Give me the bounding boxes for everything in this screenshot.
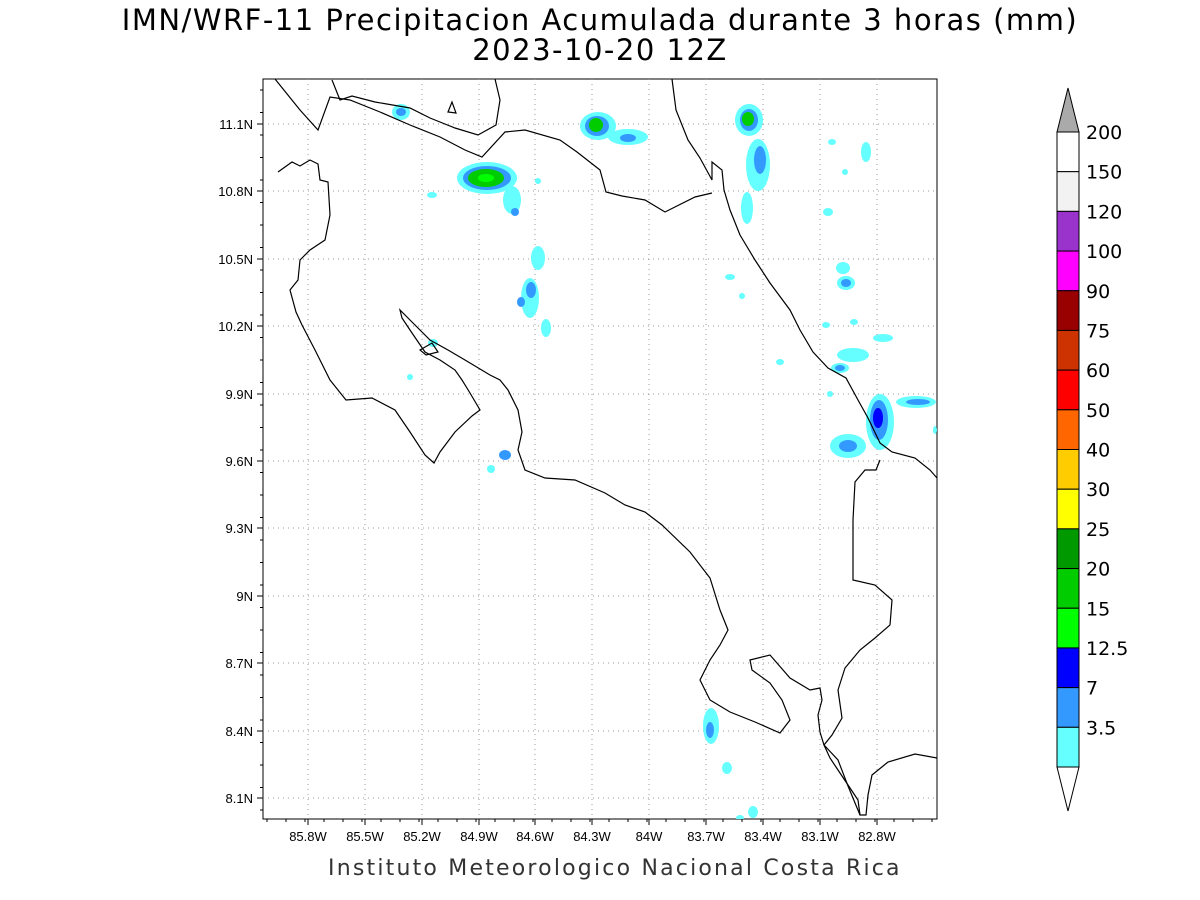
y-tick-label: 8.1N (226, 791, 253, 806)
coastlines (274, 79, 937, 816)
x-tick-label: 83.4W (744, 829, 782, 844)
chart-title: IMN/WRF-11 Precipitacion Acumulada duran… (121, 3, 1079, 37)
colorbar-label: 50 (1086, 400, 1110, 422)
colorbar-label: 12.5 (1086, 638, 1128, 660)
colorbar-top-arrow (1056, 87, 1080, 133)
footer-credit: Instituto Meteorologico Nacional Costa R… (328, 856, 902, 881)
y-tick-label: 9N (236, 589, 253, 604)
x-tick-label: 85.5W (346, 829, 384, 844)
precip-cell (580, 112, 648, 145)
colorbar-swatch (1056, 726, 1080, 768)
y-tick-label: 11.1N (219, 117, 253, 132)
colorbar-swatch (1056, 369, 1080, 411)
panama-border (823, 459, 937, 816)
precip-cell (831, 334, 893, 373)
x-tick-label: 84.9W (460, 829, 498, 844)
y-tick-label: 10.5N (218, 252, 253, 267)
colorbar-bottom-arrow (1056, 766, 1080, 812)
x-tick-label: 83.1W (801, 829, 839, 844)
x-tick-label: 83.7W (687, 829, 725, 844)
northwest-coast (277, 159, 861, 816)
colorbar-swatch (1056, 449, 1080, 490)
y-tick-label: 8.7N (226, 656, 253, 671)
map-frame (262, 78, 938, 820)
precip-cell (830, 394, 936, 458)
colorbar-swatch (1056, 171, 1080, 212)
precip-cell (428, 339, 511, 473)
y-tick-label: 9.6N (226, 454, 253, 469)
precip-cell (823, 142, 871, 290)
y-tick-label: 9.3N (226, 521, 253, 536)
colorbar-swatch (1056, 250, 1080, 292)
colorbar-label: 200 (1086, 122, 1122, 144)
colorbar-label: 15 (1086, 598, 1110, 620)
island (418, 342, 439, 356)
colorbar-swatch (1056, 290, 1080, 331)
colorbar-label: 7 (1086, 678, 1098, 700)
longitude-axis: 85.8W 85.5W 85.2W 84.9W 84.6W 84.3W 84W 83.7W 83… (266, 819, 933, 844)
lake-nicaragua-shore (331, 79, 501, 136)
colorbar-label: 3.5 (1086, 717, 1116, 739)
precipitation-layer (392, 104, 937, 819)
colorbar-swatch (1056, 568, 1080, 609)
precip-cell (735, 104, 770, 224)
x-tick-label: 84W (636, 829, 663, 844)
colorbar-label: 20 (1086, 559, 1110, 581)
colorbar-label: 30 (1086, 479, 1110, 501)
y-tick-label: 9.9N (226, 387, 253, 402)
y-tick-label: 10.8N (218, 184, 253, 199)
colorbar-swatch (1056, 409, 1080, 450)
x-tick-label: 85.2W (403, 829, 441, 844)
colorbar-swatch (1056, 488, 1080, 530)
island (447, 100, 457, 114)
precip-cell (457, 162, 521, 216)
chart-subtitle: 2023-10-20 12Z (472, 33, 728, 67)
colorbar-label: 75 (1086, 320, 1110, 342)
nicaragua-border (274, 79, 713, 213)
precip-cell (517, 246, 551, 337)
colorbar-swatch (1056, 528, 1080, 570)
colorbar: 200 150 120 100 90 75 60 50 40 30 25 20 15 12.5 7 3.5 (1056, 87, 1128, 812)
colorbar-swatch (1056, 210, 1080, 252)
colorbar-label: 90 (1086, 281, 1110, 303)
colorbar-swatch (1056, 687, 1080, 728)
precip-cell (407, 139, 937, 434)
colorbar-swatch (1056, 329, 1080, 371)
caribbean-coast (671, 79, 937, 479)
colorbar-label: 100 (1086, 241, 1122, 263)
colorbar-label: 60 (1086, 360, 1110, 382)
x-tick-label: 84.3W (573, 829, 611, 844)
precip-cell (392, 104, 410, 120)
colorbar-label: 120 (1086, 201, 1122, 223)
colorbar-swatch (1056, 647, 1080, 689)
x-tick-label: 84.6W (516, 829, 554, 844)
colorbar-label: 40 (1086, 440, 1110, 462)
colorbar-label: 150 (1086, 162, 1122, 184)
y-tick-label: 10.2N (218, 319, 253, 334)
colorbar-label: 25 (1086, 519, 1110, 541)
colorbar-swatch (1056, 607, 1080, 649)
x-tick-label: 85.8W (289, 829, 327, 844)
latitude-axis: 11.1N 10.8N 10.5N 10.2N 9.9N 9.6N 9.3N 9N 8.7N 8.… (218, 89, 263, 811)
y-tick-label: 8.4N (226, 724, 253, 739)
x-tick-label: 82.8W (858, 829, 896, 844)
colorbar-swatch (1056, 131, 1080, 173)
precip-cell (703, 708, 758, 819)
